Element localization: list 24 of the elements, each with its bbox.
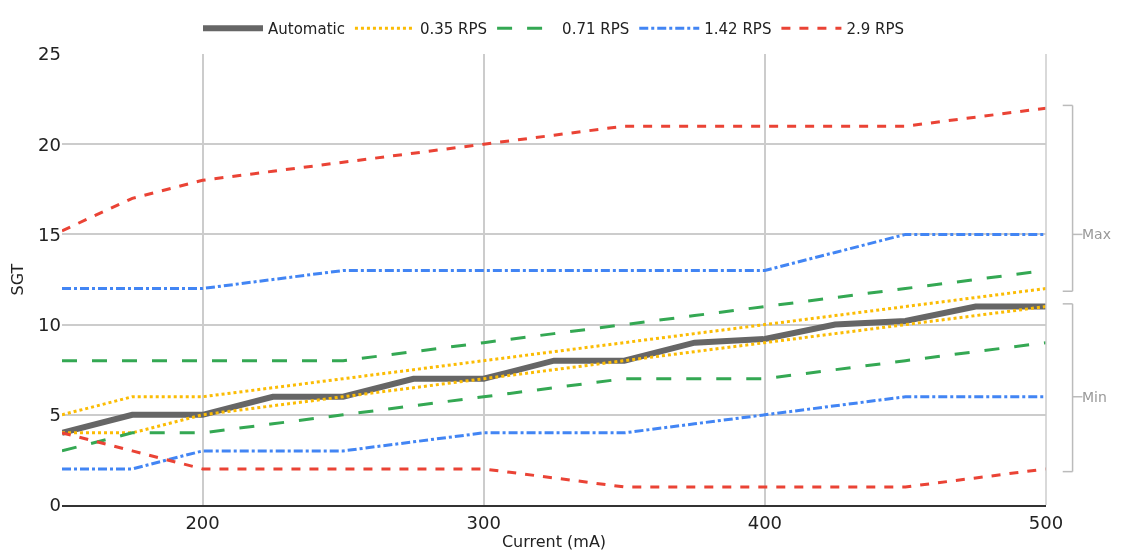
legend-label: 1.42 RPS (704, 20, 772, 39)
y-tick-label: 0 (49, 494, 61, 516)
line-series (62, 287, 1046, 417)
legend-label: 2.9 RPS (846, 20, 905, 39)
legend-label: 0.35 RPS (419, 20, 488, 39)
y-axis-title: SGT (7, 263, 27, 296)
legend-label: Automatic (268, 20, 345, 39)
line-series (62, 232, 1046, 291)
y-tick-label: 10 (38, 313, 61, 335)
y-tick-label: 25 (38, 43, 61, 65)
y-tick-label: 20 (38, 133, 61, 155)
line-series (62, 341, 1046, 453)
y-tick-label: 5 (49, 404, 61, 426)
x-tick-label: 300 (466, 511, 501, 533)
line-series (62, 395, 1046, 471)
x-tick-label: 400 (747, 511, 783, 533)
x-tick-label: 200 (185, 511, 220, 533)
annotation: Min (1082, 389, 1107, 405)
x-tick-label: 500 (1028, 511, 1064, 533)
x-axis-title: Current (mA) (501, 531, 607, 551)
line-series (62, 106, 1046, 233)
legend-label: 0.71 RPS (562, 20, 630, 39)
annotation: Max (1082, 226, 1111, 242)
y-tick-label: 15 (38, 223, 61, 245)
